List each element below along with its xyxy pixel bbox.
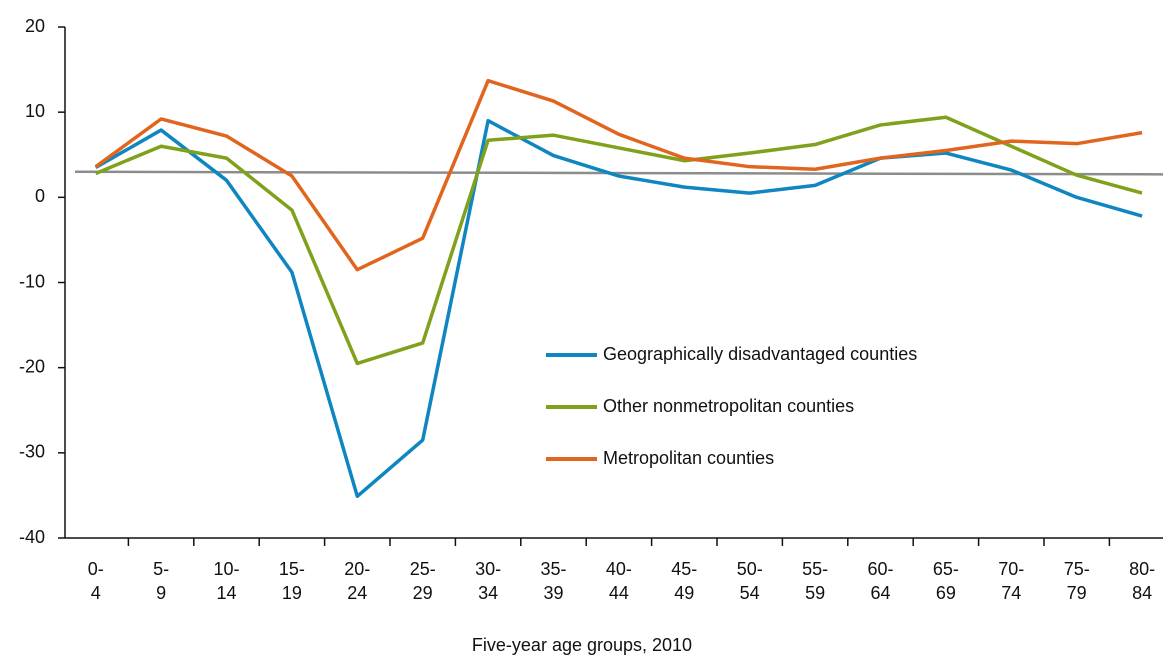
x-tick-label-line: 20-	[344, 559, 370, 579]
series-line	[94, 118, 1143, 499]
x-tick-label-line: 9	[156, 583, 166, 603]
x-tick-label-line: 84	[1132, 583, 1152, 603]
x-tick-label-line: 5-	[153, 559, 169, 579]
y-tick-label: 20	[25, 16, 45, 36]
x-tick-label-line: 55-	[802, 559, 828, 579]
x-tick-label: 75-79	[1064, 559, 1090, 603]
x-tick-label: 10-14	[213, 559, 239, 603]
x-tick-label: 70-74	[998, 559, 1024, 603]
x-tick-label-line: 39	[543, 583, 563, 603]
x-tick-label: 65-69	[933, 559, 959, 603]
x-tick-label: 30-34	[475, 559, 501, 603]
series-line	[94, 78, 1143, 272]
y-tick-label: -10	[19, 271, 45, 291]
x-tick-label-line: 30-	[475, 559, 501, 579]
x-tick-label-line: 15-	[279, 559, 305, 579]
series-line	[95, 115, 1143, 366]
y-tick-label: 0	[35, 186, 45, 206]
y-tick-label: -30	[19, 442, 45, 462]
x-tick-label-line: 79	[1067, 583, 1087, 603]
x-tick-label-line: 45-	[671, 559, 697, 579]
x-tick-label-line: 75-	[1064, 559, 1090, 579]
x-tick-label: 35-39	[540, 559, 566, 603]
x-tick-label: 25-29	[410, 559, 436, 603]
x-tick-label-line: 10-	[213, 559, 239, 579]
x-tick-label-line: 65-	[933, 559, 959, 579]
x-tick-label-line: 50-	[737, 559, 763, 579]
x-axis-label: Five-year age groups, 2010	[472, 635, 692, 655]
x-tick-label: 0-4	[88, 559, 104, 603]
x-tick-label-line: 29	[413, 583, 433, 603]
x-tick-label-line: 64	[870, 583, 890, 603]
x-tick-label-line: 14	[216, 583, 236, 603]
x-tick-label-line: 44	[609, 583, 629, 603]
x-tick-label-line: 0-	[88, 559, 104, 579]
x-tick-label-line: 40-	[606, 559, 632, 579]
x-tick-label: 55-59	[802, 559, 828, 603]
x-tick-label-line: 4	[91, 583, 101, 603]
x-tick-label: 50-54	[737, 559, 763, 603]
x-tick-label-line: 49	[674, 583, 694, 603]
x-tick-label-line: 24	[347, 583, 367, 603]
x-tick-label-line: 70-	[998, 559, 1024, 579]
x-tick-label-line: 69	[936, 583, 956, 603]
legend-label: Metropolitan counties	[603, 448, 774, 468]
x-tick-label-line: 19	[282, 583, 302, 603]
x-tick-label: 15-19	[279, 559, 305, 603]
x-tick-label: 80-84	[1129, 559, 1155, 603]
x-tick-label: 5-9	[153, 559, 169, 603]
x-tick-label-line: 59	[805, 583, 825, 603]
x-tick-label: 45-49	[671, 559, 697, 603]
legend-label: Geographically disadvantaged counties	[603, 344, 917, 364]
y-tick-label: -40	[19, 527, 45, 547]
reference-line	[74, 170, 1164, 176]
x-tick-label: 20-24	[344, 559, 370, 603]
x-tick-label-line: 80-	[1129, 559, 1155, 579]
legend-label: Other nonmetropolitan counties	[603, 396, 854, 416]
x-tick-label: 40-44	[606, 559, 632, 603]
x-tick-label-line: 74	[1001, 583, 1021, 603]
x-tick-label: 60-64	[867, 559, 893, 603]
y-tick-label: 10	[25, 101, 45, 121]
x-tick-label-line: 35-	[540, 559, 566, 579]
x-tick-label-line: 60-	[867, 559, 893, 579]
x-tick-label-line: 25-	[410, 559, 436, 579]
y-tick-label: -20	[19, 356, 45, 376]
x-tick-label-line: 54	[740, 583, 760, 603]
x-tick-label-line: 34	[478, 583, 498, 603]
